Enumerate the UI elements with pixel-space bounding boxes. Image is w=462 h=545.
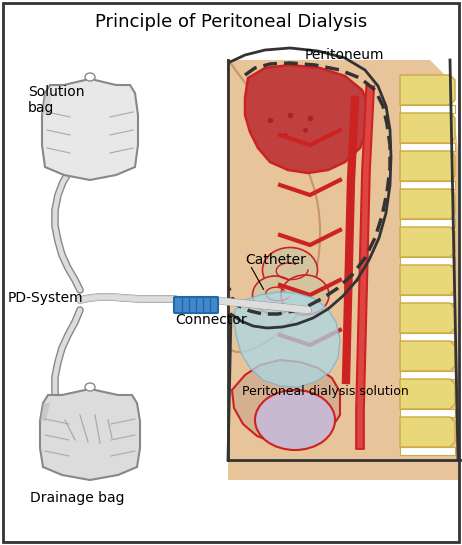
Polygon shape — [400, 227, 455, 257]
Polygon shape — [42, 93, 52, 115]
Ellipse shape — [281, 275, 329, 315]
Text: Peritoneum: Peritoneum — [305, 48, 384, 62]
Polygon shape — [232, 360, 340, 445]
Polygon shape — [228, 60, 458, 480]
Polygon shape — [400, 151, 455, 181]
Polygon shape — [400, 379, 455, 409]
Text: Principle of Peritoneal Dialysis: Principle of Peritoneal Dialysis — [95, 13, 367, 31]
Polygon shape — [228, 60, 320, 352]
Text: Drainage bag: Drainage bag — [30, 491, 124, 505]
Polygon shape — [400, 303, 455, 333]
Polygon shape — [400, 409, 455, 417]
Polygon shape — [40, 403, 50, 421]
Polygon shape — [400, 105, 455, 113]
Polygon shape — [400, 257, 455, 265]
Polygon shape — [400, 219, 455, 227]
Polygon shape — [400, 371, 455, 379]
Polygon shape — [400, 295, 455, 303]
Polygon shape — [245, 65, 370, 173]
Polygon shape — [400, 75, 455, 105]
Text: Connector: Connector — [175, 313, 247, 327]
Text: Solution
bag: Solution bag — [28, 85, 85, 115]
Polygon shape — [42, 75, 138, 180]
FancyBboxPatch shape — [174, 297, 218, 313]
Ellipse shape — [253, 276, 298, 314]
Text: PD-System: PD-System — [8, 291, 84, 305]
Polygon shape — [400, 333, 455, 341]
Polygon shape — [40, 385, 140, 480]
Ellipse shape — [85, 73, 95, 81]
Polygon shape — [400, 265, 455, 295]
Polygon shape — [400, 189, 455, 219]
Polygon shape — [400, 143, 455, 151]
Text: Peritoneal dialysis solution: Peritoneal dialysis solution — [242, 385, 409, 398]
Polygon shape — [400, 417, 455, 447]
Polygon shape — [400, 181, 455, 189]
Polygon shape — [400, 113, 455, 143]
Ellipse shape — [255, 390, 335, 450]
Polygon shape — [400, 341, 455, 371]
Ellipse shape — [262, 247, 317, 293]
Text: Catheter: Catheter — [245, 253, 306, 267]
Ellipse shape — [85, 383, 95, 391]
Polygon shape — [234, 292, 340, 387]
Polygon shape — [400, 447, 455, 455]
